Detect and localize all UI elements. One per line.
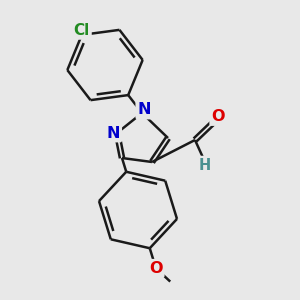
Text: O: O [149, 261, 163, 276]
Text: N: N [137, 103, 151, 118]
Text: H: H [199, 158, 211, 172]
Text: N: N [107, 125, 120, 140]
Text: O: O [211, 109, 225, 124]
Text: Cl: Cl [74, 23, 90, 38]
